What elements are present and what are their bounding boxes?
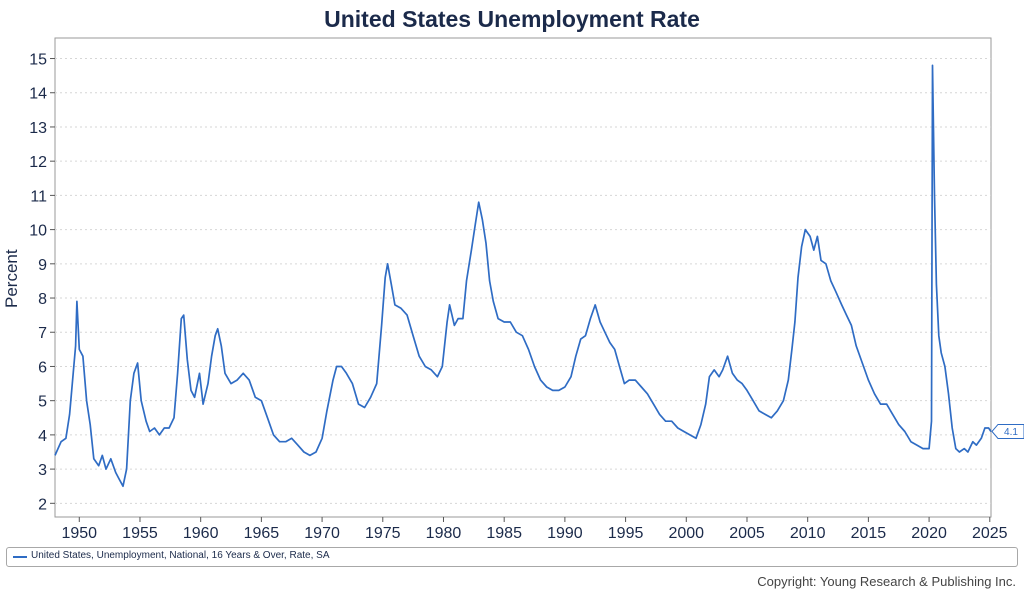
x-tick-label: 1965: [244, 525, 280, 542]
x-tick-label: 2020: [911, 525, 947, 542]
y-tick-label: 13: [29, 120, 47, 137]
y-tick-label: 12: [29, 154, 47, 171]
x-tick-label: 1970: [304, 525, 340, 542]
y-tick-label: 2: [38, 496, 47, 513]
y-tick-label: 11: [30, 188, 47, 205]
x-tick-label: 1960: [183, 525, 219, 542]
x-tick-label: 1995: [608, 525, 644, 542]
legend: United States, Unemployment, National, 1…: [6, 547, 1018, 567]
y-tick-label: 15: [29, 52, 47, 69]
grid-lines: [55, 58, 991, 504]
x-tick-label: 2005: [729, 525, 765, 542]
copyright-text: Copyright: Young Research & Publishing I…: [757, 574, 1016, 589]
x-tick-label: 1950: [61, 525, 97, 542]
x-tick-label: 1990: [547, 525, 583, 542]
plot-area: [54, 37, 992, 518]
x-tick-label: 2010: [790, 525, 826, 542]
legend-swatch: [13, 556, 27, 558]
x-tick-label: 1975: [365, 525, 401, 542]
x-tick-label: 2000: [668, 525, 704, 542]
x-axis-ticks: 1950 1955 1960 1965 1970 1975 1980 1985 1990 1995…: [61, 517, 1008, 542]
y-tick-label: 5: [38, 394, 47, 411]
y-tick-label: 4: [38, 428, 47, 445]
chart-title: United States Unemployment Rate: [324, 6, 700, 32]
last-value-callout: 4.1: [991, 423, 1024, 439]
unemployment-rate-line: [54, 64, 992, 488]
legend-label: United States, Unemployment, National, 1…: [31, 550, 330, 561]
y-tick-label: 6: [38, 359, 47, 376]
x-tick-label: 2025: [972, 525, 1008, 542]
callout-value: 4.1: [1004, 427, 1018, 438]
y-tick-label: 7: [38, 325, 47, 342]
y-tick-label: 3: [38, 462, 47, 479]
x-tick-label: 1955: [122, 525, 158, 542]
y-axis-ticks: 2 3 4 5 6 7 8 9 10 11 12 13 14 15: [29, 52, 55, 513]
callout-box: [991, 423, 1024, 439]
y-tick-label: 14: [29, 86, 47, 103]
x-tick-label: 2015: [851, 525, 887, 542]
y-tick-label: 8: [38, 291, 47, 308]
y-tick-label: 10: [29, 223, 47, 240]
x-tick-label: 1985: [486, 525, 522, 542]
y-tick-label: 9: [38, 257, 47, 274]
x-tick-label: 1980: [426, 525, 462, 542]
